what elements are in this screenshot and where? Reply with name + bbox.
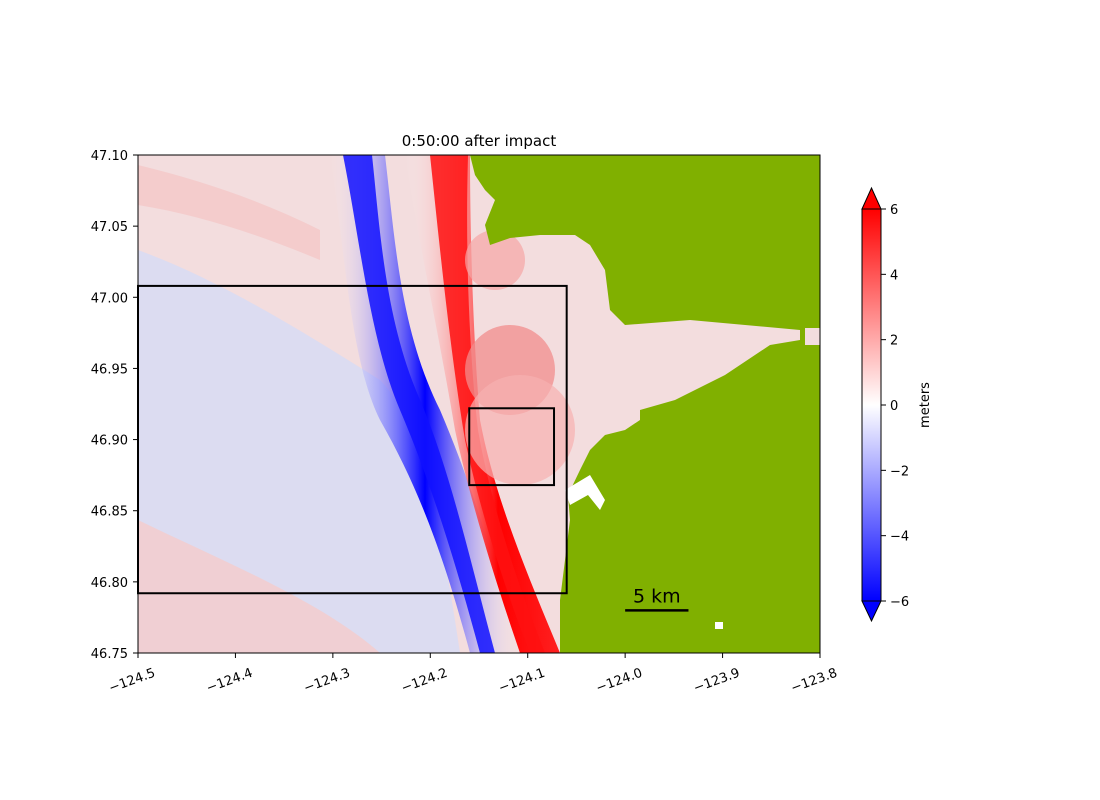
x-tick-label: −124.4	[204, 666, 254, 697]
colorbar-tick-label: −6	[890, 595, 909, 610]
y-tick-label: 46.90	[91, 434, 128, 449]
offshore-trough-field	[138, 250, 460, 653]
chart-title: 0:50:00 after impact	[402, 132, 557, 150]
colorbar-tick-label: 4	[890, 268, 898, 283]
x-tick-label: −123.9	[692, 666, 742, 697]
colorbar-extend-low	[861, 600, 882, 623]
y-axis: 46.75 46.80 46.85 46.90 46.95 47.00 47.05 47.10	[91, 149, 138, 662]
y-tick-label: 46.95	[91, 362, 128, 377]
land-mass	[470, 155, 820, 653]
colorbar-ticks: −6 −4 −2 0 2 4 6	[881, 203, 909, 610]
y-tick-label: 46.85	[91, 505, 128, 520]
plot-area	[138, 155, 820, 653]
colorbar-gradient	[861, 208, 882, 602]
y-tick-label: 47.10	[91, 149, 128, 164]
colorbar-tick-label: 6	[890, 203, 898, 218]
bay-crest-inner	[465, 230, 525, 290]
colorbar-tick-label: 2	[890, 334, 898, 349]
colorbar-extend-high	[861, 186, 882, 210]
y-tick-label: 47.00	[91, 291, 128, 306]
y-tick-label: 46.75	[91, 647, 128, 662]
x-tick-label: −124.2	[399, 666, 449, 697]
bay-crest-south	[465, 375, 575, 485]
x-tick-label: −123.8	[789, 666, 839, 697]
land-islet	[715, 622, 723, 629]
trough-core	[343, 155, 495, 653]
colorbar: −6 −4 −2 0 2 4 6 meters	[861, 186, 933, 623]
y-tick-label: 46.80	[91, 576, 128, 591]
y-tick-label: 47.05	[91, 220, 128, 235]
colorbar-tick-label: 0	[890, 399, 898, 414]
colorbar-tick-label: −4	[890, 530, 909, 545]
x-tick-label: −124.5	[107, 666, 157, 697]
north-wave-bands	[138, 165, 320, 260]
x-axis: −124.5 −124.4 −124.3 −124.2 −124.1 −124.0 −123…	[107, 653, 839, 696]
colorbar-tick-label: −2	[890, 464, 909, 479]
x-tick-label: −124.1	[497, 666, 547, 697]
scale-bar-label: 5 km	[633, 585, 681, 607]
offshore-crest-field	[138, 520, 380, 653]
colorbar-label: meters	[918, 382, 933, 428]
estuary-channel	[565, 475, 605, 510]
crest-core	[430, 155, 545, 653]
scale-bar: 5 km	[625, 585, 689, 612]
plot-frame	[137, 154, 821, 654]
x-tick-label: −124.3	[302, 666, 352, 697]
inner-region-rect	[468, 407, 556, 487]
x-tick-label: −124.0	[594, 666, 644, 697]
